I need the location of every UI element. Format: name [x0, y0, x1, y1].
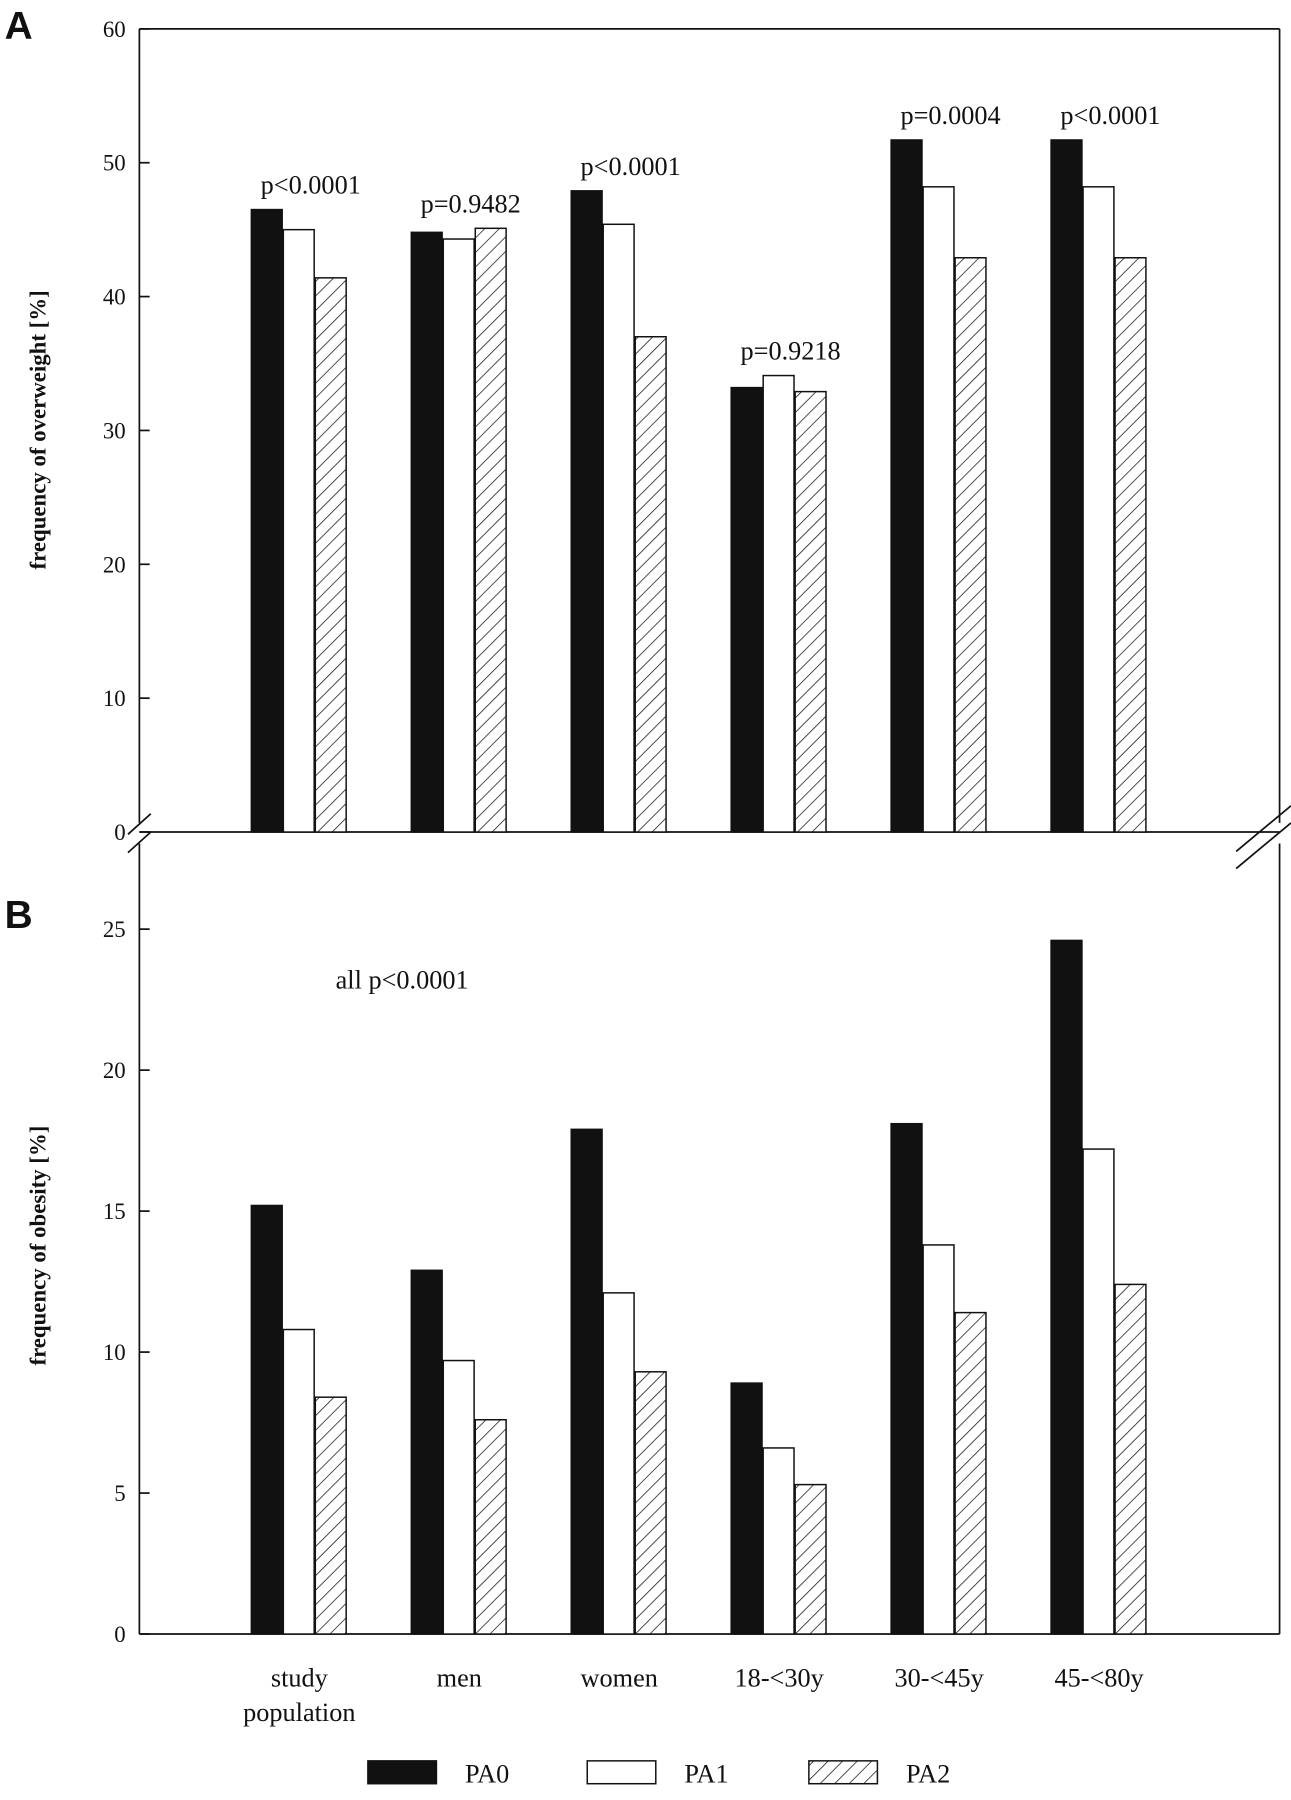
bar-pa2	[314, 277, 347, 833]
bar-pa0	[1050, 939, 1083, 1635]
bar-pa0	[1050, 139, 1083, 833]
y-tick-label: 15	[103, 1199, 126, 1224]
y-tick-label: 10	[103, 1340, 126, 1365]
bar-pa0	[890, 1122, 923, 1635]
y-tick-label: 0	[114, 1622, 125, 1647]
y-tick-label: 0	[114, 820, 125, 845]
p-value-annotation: p<0.0001	[261, 171, 361, 200]
bar-pa2	[1114, 257, 1147, 833]
bar-pa1	[922, 186, 955, 833]
bar-pa1	[1082, 1148, 1115, 1635]
x-tick-label: 30-<45y	[894, 1664, 984, 1693]
legend-label-pa1: PA1	[684, 1760, 728, 1789]
annotation-all-p: all p<0.0001	[336, 966, 469, 995]
bar-pa1	[442, 238, 475, 833]
y-tick-label: 20	[103, 552, 126, 577]
legend-swatch-pa1	[586, 1760, 657, 1785]
bar-pa2	[954, 257, 987, 833]
p-value-annotation: p<0.0001	[1060, 101, 1160, 130]
bar-pa2	[794, 390, 827, 833]
x-tick-label: 45-<80y	[1054, 1664, 1144, 1693]
bar-pa0	[410, 231, 443, 833]
p-value-annotation: p=0.9218	[741, 337, 841, 366]
bar-pa1	[442, 1359, 475, 1635]
y-tick-label: 25	[103, 917, 126, 942]
bar-pa0	[250, 1204, 283, 1635]
legend-swatch-pa2	[808, 1760, 879, 1785]
bar-pa2	[474, 227, 507, 833]
bar-pa0	[410, 1269, 443, 1635]
y-axis-label-a: frequency of overweight [%]	[26, 290, 51, 569]
bar-pa0	[570, 1128, 603, 1635]
bar-pa2	[314, 1396, 347, 1635]
p-value-annotation: p<0.0001	[581, 152, 681, 181]
bar-pa2	[1114, 1283, 1147, 1635]
bar-pa0	[890, 139, 923, 833]
x-tick-label: population	[243, 1698, 355, 1727]
panel-label-a: A	[5, 5, 33, 48]
bar-pa1	[1082, 186, 1115, 833]
p-value-annotation: p=0.0004	[900, 101, 1000, 130]
y-tick-label: 40	[103, 285, 126, 310]
bar-pa1	[922, 1244, 955, 1635]
p-value-annotation: p=0.9482	[421, 189, 521, 218]
bar-pa0	[570, 190, 603, 833]
bar-pa2	[794, 1483, 827, 1635]
x-tick-label: study	[271, 1664, 329, 1693]
bar-pa1	[282, 1328, 315, 1635]
bar-pa0	[250, 208, 283, 833]
panel-label-b: B	[5, 894, 33, 937]
axis-break-marks	[127, 805, 1291, 870]
bar-pa1	[602, 1292, 635, 1635]
y-tick-label: 50	[103, 151, 126, 176]
y-tick-label: 60	[103, 17, 126, 42]
bar-pa1	[282, 228, 315, 833]
y-tick-label: 5	[114, 1481, 125, 1506]
legend-label-pa0: PA0	[465, 1760, 509, 1789]
y-axis-label-b: frequency of obesity [%]	[26, 1126, 51, 1366]
bar-pa2	[634, 1371, 667, 1635]
bar-pa2	[954, 1311, 987, 1635]
bar-pa0	[730, 386, 763, 833]
bar-pa1	[762, 374, 795, 833]
bar-pa2	[474, 1419, 507, 1635]
y-tick-label: 20	[103, 1058, 126, 1083]
bar-pa0	[730, 1382, 763, 1635]
x-tick-label: men	[437, 1664, 482, 1693]
y-tick-label: 10	[103, 686, 126, 711]
y-tick-label: 30	[103, 418, 126, 443]
legend-label-pa2: PA2	[906, 1760, 950, 1789]
bar-pa1	[602, 223, 635, 833]
bar-pa2	[634, 335, 667, 833]
x-tick-label: women	[581, 1664, 658, 1693]
bar-pa1	[762, 1447, 795, 1635]
x-tick-label: 18-<30y	[735, 1664, 825, 1693]
legend-swatch-pa0	[367, 1760, 438, 1785]
